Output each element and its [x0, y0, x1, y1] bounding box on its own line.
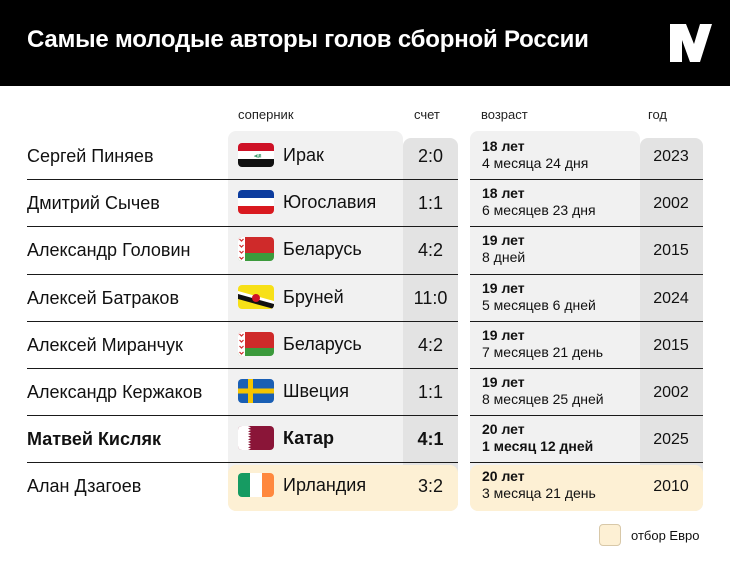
column-header-age: возраст	[481, 107, 528, 122]
page-title: Самые молодые авторы голов сборной Росси…	[27, 26, 589, 53]
row-divider	[27, 415, 458, 417]
age-months-days: 1 месяц 12 дней	[482, 438, 594, 455]
score-column-bg	[403, 138, 458, 511]
belarus-flag-icon	[238, 331, 274, 356]
row-divider	[470, 368, 703, 369]
table-row: Матвей Кисляк Катар 4:1 20 лет 1 месяц 12 дн…	[0, 415, 730, 462]
match-year: 2025	[653, 431, 689, 449]
age-years: 19 лет	[482, 232, 525, 249]
match-year: 2010	[653, 478, 689, 496]
match-score: 4:1	[417, 429, 444, 450]
age-months-days: 6 месяцев 23 дня	[482, 202, 596, 219]
match-score: 4:2	[417, 240, 444, 261]
row-divider	[27, 179, 458, 181]
age-years: 18 лет	[482, 138, 525, 154]
table-row: Александр Головин Беларусь 4:2 19 лет 8 дней…	[0, 226, 730, 273]
age-months-days: 7 месяцев 21 день	[482, 343, 604, 360]
opponent-name: Беларусь	[283, 333, 362, 354]
opponent-name: Ирландия	[283, 475, 367, 496]
match-year: 2015	[653, 242, 689, 260]
opponent-name: Югославия	[283, 192, 377, 213]
match-year: 2002	[653, 384, 689, 401]
ireland-flag-icon	[238, 473, 274, 498]
brand-logo-icon	[670, 24, 712, 62]
column-header-opponent: соперник	[238, 107, 294, 122]
age-months-days: 8 месяцев 25 дней	[482, 391, 604, 407]
row-divider	[27, 368, 458, 369]
match-year: 2015	[653, 336, 689, 354]
match-score: 2:0	[417, 146, 444, 166]
player-name: Сергей Пиняев	[27, 146, 154, 166]
year-column-bg	[640, 138, 703, 511]
player-name: Алан Дзагоев	[27, 476, 142, 497]
age-months-days: 8 дней	[482, 249, 526, 266]
sweden-flag-icon	[238, 379, 274, 403]
match-score: 11:0	[413, 287, 448, 308]
column-header-year: год	[648, 107, 667, 122]
brunei-flag-icon	[238, 284, 274, 309]
age-years: 19 лет	[482, 374, 525, 390]
row-divider	[470, 462, 703, 464]
row-divider	[470, 179, 703, 181]
belarus-flag-icon	[238, 237, 274, 262]
table-row: Дмитрий Сычев Югославия 1:1 18 лет 6 месяцев…	[0, 179, 730, 226]
row-divider	[470, 320, 703, 322]
svg-text:ﷲ: ﷲ	[254, 153, 261, 160]
match-score: 4:2	[417, 334, 444, 355]
match-score: 1:1	[417, 382, 444, 402]
player-name: Матвей Кисляк	[27, 429, 161, 450]
match-year: 2002	[653, 195, 689, 213]
opponent-name: Беларусь	[283, 239, 362, 260]
column-header-score: счет	[414, 107, 440, 122]
age-years: 20 лет	[482, 468, 525, 485]
table-row: Александр Кержаков Швеция 1:1 19 лет 8 месяц…	[0, 368, 730, 415]
opponent-name: Катар	[283, 428, 335, 449]
header: Самые молодые авторы голов сборной Росси…	[0, 0, 730, 86]
age-months-days: 4 месяца 24 дня	[482, 155, 589, 171]
age-years: 18 лет	[482, 185, 525, 202]
player-name: Алексей Миранчук	[27, 334, 183, 355]
yugoslavia-flag-icon	[238, 190, 274, 215]
row-divider	[470, 226, 703, 228]
age-years: 20 лет	[482, 421, 525, 438]
row-divider	[470, 415, 703, 417]
row-divider	[27, 226, 458, 228]
row-divider	[470, 273, 703, 275]
player-name: Александр Головин	[27, 240, 191, 261]
opponent-name: Швеция	[283, 381, 349, 401]
table-row: Алексей Батраков Бруней 11:0 19 лет 5 месяце…	[0, 273, 730, 321]
euro-highlight-right	[470, 465, 703, 511]
table-row: Алан Дзагоев Ирландия 3:2 20 лет 3 месяца 21…	[0, 462, 730, 509]
row-divider	[27, 273, 458, 275]
opponent-name: Ирак	[283, 145, 324, 165]
match-year: 2023	[653, 148, 689, 165]
player-name: Александр Кержаков	[27, 382, 203, 402]
table-row: Алексей Миранчук Беларусь 4:2 19 лет 7 месяц…	[0, 320, 730, 368]
legend-label: отбор Евро	[631, 528, 700, 543]
legend-swatch	[599, 524, 621, 546]
table-row: Сергей Пиняев ﷲ Ирак 2:0 18 лет 4 месяца 24 д…	[0, 132, 730, 179]
qatar-flag-icon	[238, 426, 274, 451]
age-months-days: 3 месяца 21 день	[482, 485, 596, 502]
row-divider	[27, 320, 458, 322]
player-name: Дмитрий Сычев	[27, 193, 160, 214]
match-score: 3:2	[417, 476, 444, 497]
match-year: 2024	[653, 289, 689, 307]
age-years: 19 лет	[482, 326, 525, 343]
iraq-flag-icon: ﷲ	[238, 143, 274, 167]
row-divider	[27, 462, 458, 464]
player-name: Алексей Батраков	[27, 287, 180, 308]
age-years: 19 лет	[482, 279, 525, 296]
age-months-days: 5 месяцев 6 дней	[482, 296, 596, 313]
opponent-name: Бруней	[283, 286, 344, 307]
match-score: 1:1	[417, 193, 444, 214]
